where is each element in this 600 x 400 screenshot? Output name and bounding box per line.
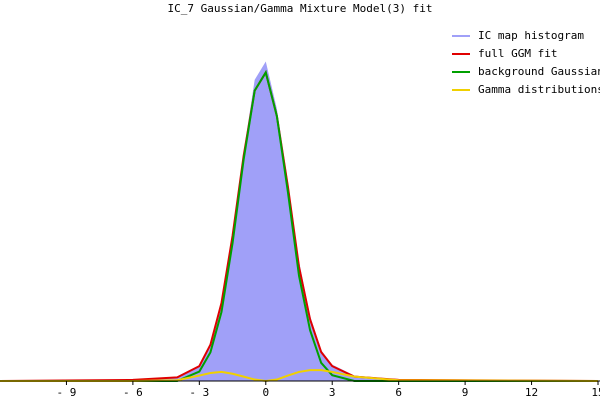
histogram-area xyxy=(0,61,598,382)
x-tick-label: - 9 xyxy=(57,386,77,399)
legend-label: full GGM fit xyxy=(478,47,557,60)
x-tick-label: 6 xyxy=(395,386,402,399)
x-tick-label: 15 xyxy=(591,386,600,399)
curve xyxy=(0,69,598,382)
legend-label: background Gaussian xyxy=(478,65,600,78)
legend-label: Gamma distributions xyxy=(478,83,600,96)
x-tick-label: 0 xyxy=(262,386,269,399)
x-tick-label: 12 xyxy=(525,386,538,399)
chart-title: IC_7 Gaussian/Gamma Mixture Model(3) fit xyxy=(168,2,433,15)
x-tick-label: - 3 xyxy=(189,386,209,399)
x-tick-label: - 6 xyxy=(123,386,143,399)
legend-label: IC map histogram xyxy=(478,29,584,42)
x-tick-label: 3 xyxy=(329,386,336,399)
x-tick-label: 9 xyxy=(462,386,469,399)
